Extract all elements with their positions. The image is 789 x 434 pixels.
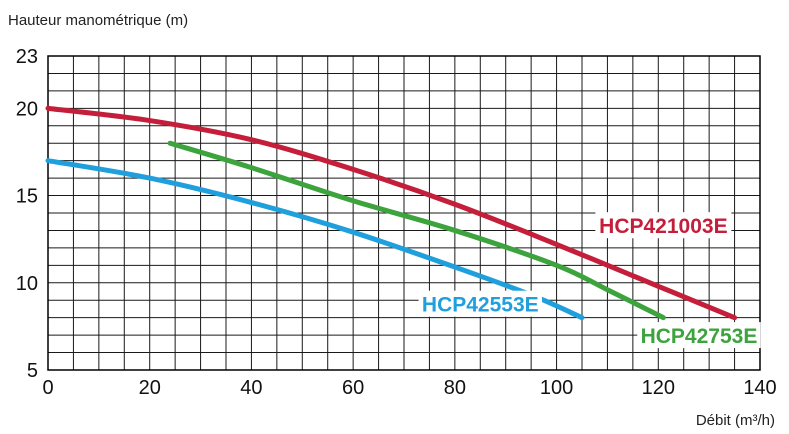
series-label-hcp42753e: HCP42753E: [641, 325, 758, 348]
x-tick-label: 60: [342, 377, 364, 399]
y-tick-label: 20: [16, 98, 38, 120]
x-tick-label: 80: [444, 377, 466, 399]
series-label-box: [418, 290, 542, 317]
series-line-hcp42753e: [167, 140, 666, 321]
x-axis-label: Débit (m³/h): [695, 412, 775, 429]
x-tick-label: 20: [139, 377, 161, 399]
y-tick-label: 5: [27, 360, 38, 382]
x-tick-label: 40: [240, 377, 262, 399]
series-label-box: [595, 212, 732, 239]
x-tick-label: 140: [743, 377, 776, 399]
series-label-box: [637, 322, 761, 349]
series-line-hcp421003e: [45, 105, 738, 321]
series-label-hcp421003e: HCP421003E: [599, 215, 727, 238]
y-tick-label: 10: [16, 273, 38, 295]
series-label-hcp42553e: HCP42553E: [422, 294, 539, 317]
x-tick-label: 0: [42, 377, 53, 399]
x-tick-label: 120: [642, 377, 675, 399]
x-tick-label: 100: [540, 377, 573, 399]
y-axis-label: Hauteur manométrique (m): [8, 12, 189, 29]
y-tick-label: 15: [16, 186, 38, 208]
y-tick-label: 23: [16, 46, 38, 68]
plot-frame: [47, 55, 761, 371]
